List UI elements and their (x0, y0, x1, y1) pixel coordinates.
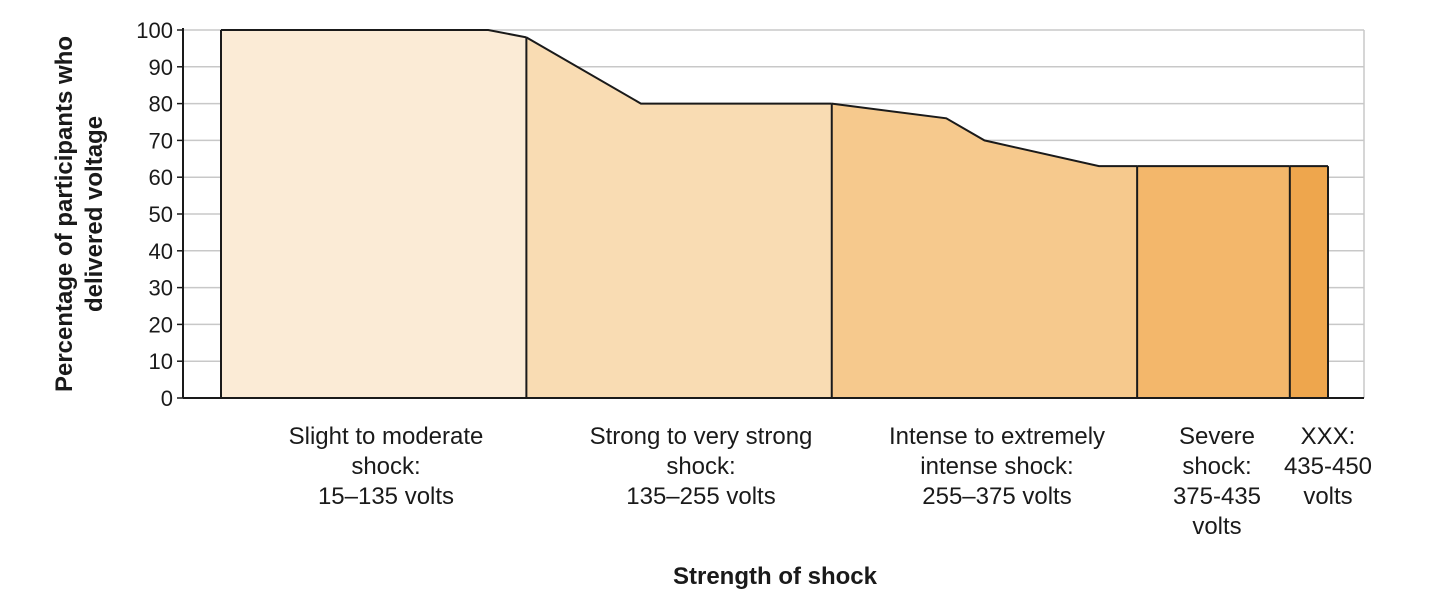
category-label-line: volts (1192, 513, 1241, 540)
area-outline-2 (525, 36, 832, 105)
axes (177, 28, 1364, 399)
y-tick-label: 10 (149, 349, 173, 374)
category-label-line: 375-435 (1173, 483, 1261, 510)
category-label-line: Slight to moderate (289, 423, 484, 450)
y-axis-title: Percentage of participants who delivered … (51, 36, 108, 392)
y-tick-label: 20 (149, 312, 173, 337)
category-label-5: XXX: 435-450 volts (1284, 423, 1372, 510)
labels: 0 10 20 30 40 50 60 70 80 90 100 Slight to moderate… (51, 18, 1372, 590)
category-label-line: 435-450 (1284, 453, 1372, 480)
x-axis-title: Strength of shock (673, 563, 878, 590)
area-outline-1 (221, 29, 527, 39)
y-axis-title-line: delivered voltage (81, 116, 108, 312)
category-label-line: Severe (1179, 423, 1255, 450)
area-band-4 (1137, 166, 1290, 398)
category-label-line: Intense to extremely (889, 423, 1105, 450)
category-label-line: shock: (666, 453, 735, 480)
category-label-line: Strong to very strong (590, 423, 813, 450)
area-outline-3 (831, 102, 1138, 168)
y-tick-label: 0 (161, 386, 173, 411)
y-axis-title-line: Percentage of participants who (51, 36, 78, 392)
category-label-line: 255–375 volts (922, 483, 1071, 510)
category-label-line: shock: (351, 453, 420, 480)
area-band-1 (221, 30, 527, 398)
category-label-line: 15–135 volts (318, 483, 454, 510)
y-tick-label: 90 (149, 55, 173, 80)
y-tick-label: 40 (149, 239, 173, 264)
category-label-line: intense shock: (920, 453, 1073, 480)
y-tick-label: 70 (149, 128, 173, 153)
category-label-1: Slight to moderate shock: 15–135 volts (289, 423, 484, 510)
category-label-2: Strong to very strong shock: 135–255 volts (590, 423, 813, 510)
area-band-2 (526, 37, 832, 399)
y-tick-label: 80 (149, 92, 173, 117)
category-label-3: Intense to extremely intense shock: 255–37… (889, 423, 1105, 510)
y-tick-label: 30 (149, 276, 173, 301)
category-label-line: volts (1303, 483, 1352, 510)
y-tick-label: 50 (149, 202, 173, 227)
category-label-line: 135–255 volts (626, 483, 775, 510)
area-band-3 (831, 103, 1138, 398)
category-label-4: Severe shock: 375-435 volts (1173, 423, 1261, 540)
y-tick-label: 60 (149, 165, 173, 190)
area-band-5 (1289, 166, 1328, 398)
category-label-line: XXX: (1301, 423, 1356, 450)
y-tick-label: 100 (136, 18, 173, 43)
area-bands (220, 29, 1329, 399)
category-label-line: shock: (1182, 453, 1251, 480)
